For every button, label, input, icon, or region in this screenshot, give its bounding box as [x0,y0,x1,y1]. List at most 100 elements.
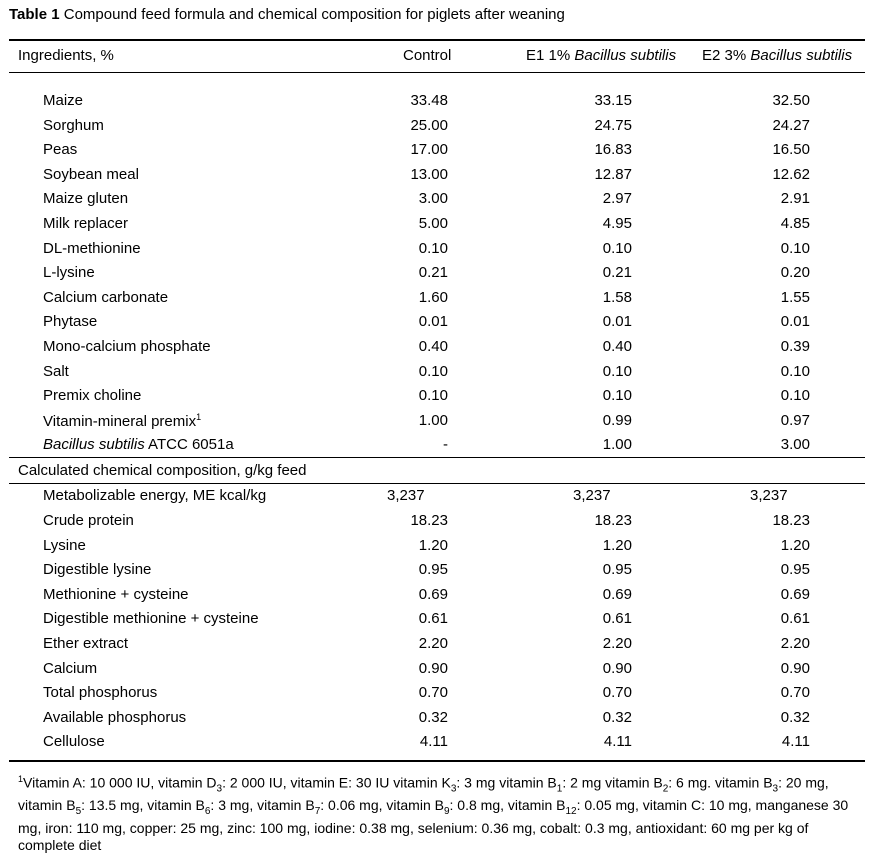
row-control: 2.20 [418,635,448,652]
top-rule [9,39,865,41]
subscript: 6 [204,806,211,818]
row-name: Maize gluten [43,190,129,208]
header-control: Control [403,47,452,64]
row-e2: 0.39 [780,338,810,355]
table-row: L-lysine 0.21 0.21 0.20 [0,264,870,288]
row-e1: 4.95 [602,215,632,232]
caption-label: Table 1 [9,6,60,23]
row-e1: 2.97 [602,190,632,208]
row-e2: 0.10 [780,362,810,380]
table-row: Phytase 0.01 0.01 0.01 [0,313,870,337]
row-e1: 3,237 [573,487,611,504]
row-control: 0.40 [418,338,448,355]
row-control: 1.20 [418,536,448,554]
table-row: Bacillus subtilis ATCC 6051a - 1.00 3.00 [0,436,870,460]
table-row: Maize gluten 3.00 2.97 2.91 [0,190,870,214]
header-e1: E1 1% Bacillus subtilis [526,47,677,64]
row-e1: 0.32 [602,708,632,726]
table-caption: Table 1 Compound feed formula and chemic… [9,6,565,23]
row-e1: 2.20 [602,635,632,652]
row-e2: 2.20 [780,635,810,652]
row-control: 4.11 [419,733,448,751]
row-e1: 0.01 [602,313,632,331]
row-name: Calcium carbonate [43,288,169,306]
table-row: Digestible lysine 0.95 0.95 0.95 [0,561,870,585]
row-control: - [443,436,448,454]
row-e1: 0.70 [602,684,632,702]
row-name: Ether extract [43,635,129,652]
row-e1: 0.95 [602,561,632,579]
row-control: 33.48 [410,92,448,109]
row-name: Peas [43,141,78,159]
row-control: 3,237 [387,487,425,504]
row-control: 13.00 [410,165,448,183]
row-control: 0.61 [418,610,448,628]
row-control: 5.00 [418,215,448,232]
row-e1: 18.23 [594,512,632,529]
row-name: Methionine + cysteine [43,585,189,603]
bottom-rule [9,760,865,762]
row-e2: 4.85 [780,215,810,232]
row-e2: 0.10 [780,387,810,405]
row-e2: 16.50 [772,141,810,159]
row-name: Sorghum [43,116,104,134]
row-control: 17.00 [410,141,448,159]
row-control: 0.90 [418,659,448,677]
row-e1: 0.99 [602,411,632,429]
row-e2: 24.27 [772,116,810,134]
subscript: 3 [450,783,457,795]
table-row: Mono-calcium phosphate 0.40 0.40 0.39 [0,338,870,362]
row-e1: 24.75 [594,116,632,134]
row-e2: 0.01 [780,313,810,331]
row-control: 18.23 [410,512,448,529]
row-e2: 1.55 [780,288,810,306]
row-control: 0.21 [418,264,448,282]
row-e2: 0.20 [780,264,810,282]
row-control: 0.10 [418,362,448,380]
footnote-marker: 1 [18,774,24,784]
table-row-me: Metabolizable energy, ME kcal/kg 3,237 3… [0,487,870,511]
table-row: Milk replacer 5.00 4.95 4.85 [0,215,870,239]
row-e1: 33.15 [594,92,632,109]
row-e1: 0.90 [602,659,632,677]
subscript: 3 [216,783,223,795]
table-row: Sorghum 25.00 24.75 24.27 [0,117,870,141]
row-e1: 0.10 [602,362,632,380]
row-e1: 0.21 [602,264,632,282]
row-name: Crude protein [43,512,134,529]
table-row: DL-methionine 0.10 0.10 0.10 [0,240,870,264]
table-row: Total phosphorus 0.70 0.70 0.70 [0,684,870,708]
row-e1: 1.20 [602,536,632,554]
row-name: Maize [43,92,84,109]
subscript: 7 [314,806,321,818]
row-e2: 0.32 [780,708,810,726]
subscript: 12 [565,806,577,818]
row-control: 0.70 [418,684,448,702]
table-row: Lysine 1.20 1.20 1.20 [0,537,870,561]
row-e1: 12.87 [594,165,632,183]
row-name: Cellulose [43,733,105,751]
row-e2: 0.97 [780,411,810,429]
table-row: Calcium 0.90 0.90 0.90 [0,660,870,684]
row-e2: 3.00 [780,436,810,454]
footnote-marker: 1 [196,411,202,422]
table-row: Available phosphorus 0.32 0.32 0.32 [0,709,870,733]
row-name: Mono-calcium phosphate [43,338,211,355]
row-control: 3.00 [418,190,448,208]
table-row: Methionine + cysteine 0.69 0.69 0.69 [0,586,870,610]
subscript: 1 [556,783,563,795]
section-rule-bottom [9,483,865,484]
row-control: 1.60 [418,288,448,306]
row-e2: 0.10 [780,239,810,257]
row-name: Calcium [43,659,98,677]
row-e2: 32.50 [772,92,810,109]
subscript: 5 [75,806,82,818]
row-e2: 18.23 [772,512,810,529]
row-e2: 0.70 [780,684,810,702]
row-control: 0.95 [418,561,448,579]
caption-text: Compound feed formula and chemical compo… [63,6,565,23]
row-name: Phytase [43,313,98,331]
row-e1: 1.58 [602,288,632,306]
header-rule [9,72,865,73]
row-name: L-lysine [43,264,95,282]
